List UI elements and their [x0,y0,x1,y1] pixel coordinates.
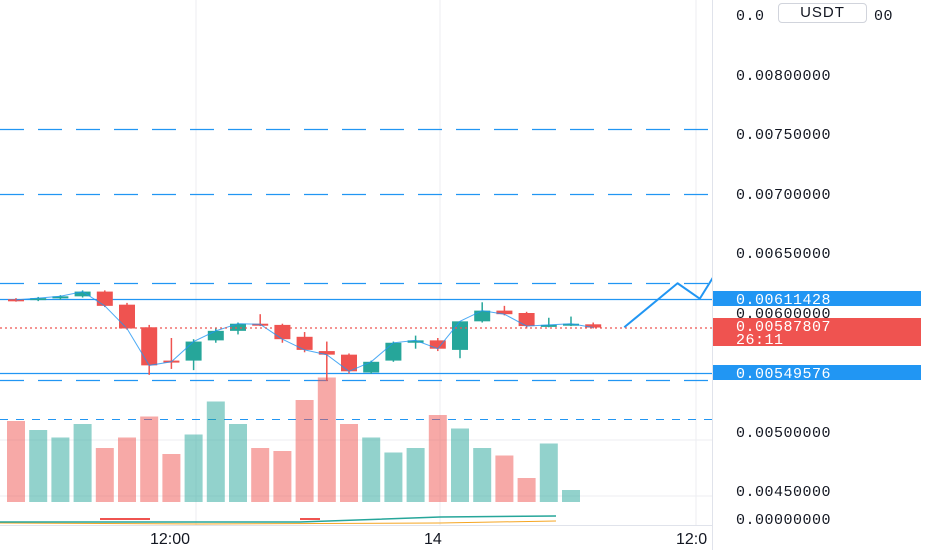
candle-body [274,324,291,340]
close-path [0,291,712,372]
volume-bar [562,490,580,502]
candle-body [563,323,579,326]
last-price-tag-text: 0.00587807 [736,319,831,336]
volume-bar [29,430,48,502]
candle-body [385,342,402,361]
candle-body [185,341,202,361]
candle-body [74,291,91,297]
volume-bar [251,448,270,502]
candle-body [341,354,357,372]
candle-body [540,324,557,327]
volume-bar [51,437,70,502]
candle-body [429,340,446,349]
support-price-tag [713,365,921,380]
volume-bar [317,377,336,502]
right-price-scale[interactable]: 0.0 00 0.00800000 0.00750000 0.00700000 … [712,0,932,550]
indicator-line-teal [0,515,557,523]
resistance-price-tag [713,291,921,306]
volume-bar [473,448,492,502]
candle-body [296,336,313,350]
volume-bar [162,454,181,502]
volume-bar [428,415,447,502]
currency-badge[interactable]: USDT [778,3,867,23]
price-tick-label: 0.00000000 [736,512,831,529]
time-scale[interactable]: 12:00 14 12:0 [0,525,712,549]
volume-bars [7,377,580,502]
volume-bar [517,478,536,502]
volume-bar [118,437,136,502]
indicator-lines [0,515,557,525]
candle-body [207,330,224,341]
candle-body [452,321,468,350]
price-tick-label: 0.0 [736,8,765,25]
volume-bar [229,424,247,502]
indicator-line-orange [0,520,557,525]
volume-bar [362,437,381,502]
candle-body [8,299,24,302]
time-tick-label: 12:00 [150,531,190,548]
volume-bar [295,400,314,502]
resistance-price-tag-text: 0.00611428 [736,292,831,309]
candle-body [518,313,535,327]
candle-body [141,327,158,366]
price-scale-background [713,0,932,525]
volume-bar [495,455,514,502]
support-price-tag-text: 0.00549576 [736,366,831,383]
volume-bar [7,421,25,502]
level-lines [0,128,712,420]
volume-bar [73,424,92,502]
price-tick-label: 0.00800000 [736,68,831,85]
volume-bar [406,448,425,502]
last-price-tag [713,318,921,346]
candle-body [30,298,47,301]
price-tick-label: 0.00450000 [736,484,831,501]
volume-bar [340,424,358,502]
volume-bar [273,451,292,502]
candle-body [407,340,424,343]
time-tick-label: 14 [424,531,442,548]
volume-bar [140,416,159,502]
candle-body [474,310,491,322]
volume-bar [539,443,558,502]
price-tick-label: 0.00650000 [736,246,831,263]
volume-bar [451,428,469,502]
countdown-text: 26:11 [736,332,784,349]
candle-body [496,310,513,315]
price-tick-label: 0.00500000 [736,425,831,442]
volume-bar [95,448,114,502]
close-price-path [15,291,594,372]
candle-body [363,361,380,373]
candle-body [318,351,335,355]
candle-body [119,304,135,329]
volume-bar [384,452,403,502]
candle-body [52,296,69,299]
time-tick-label: 12:0 [676,531,707,548]
candles [8,290,602,381]
volume-bar [206,401,225,502]
price-tick-label: 0.00700000 [736,187,831,204]
price-tick-label: 00 [874,8,893,25]
candle-body [585,324,602,328]
volume-bar [184,434,203,502]
price-tick-label: 0.00750000 [736,127,831,144]
candle-body [96,291,113,306]
candle-body [230,323,246,331]
